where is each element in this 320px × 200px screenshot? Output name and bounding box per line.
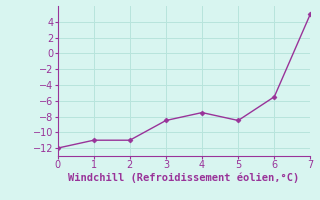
X-axis label: Windchill (Refroidissement éolien,°C): Windchill (Refroidissement éolien,°C) — [68, 173, 300, 183]
